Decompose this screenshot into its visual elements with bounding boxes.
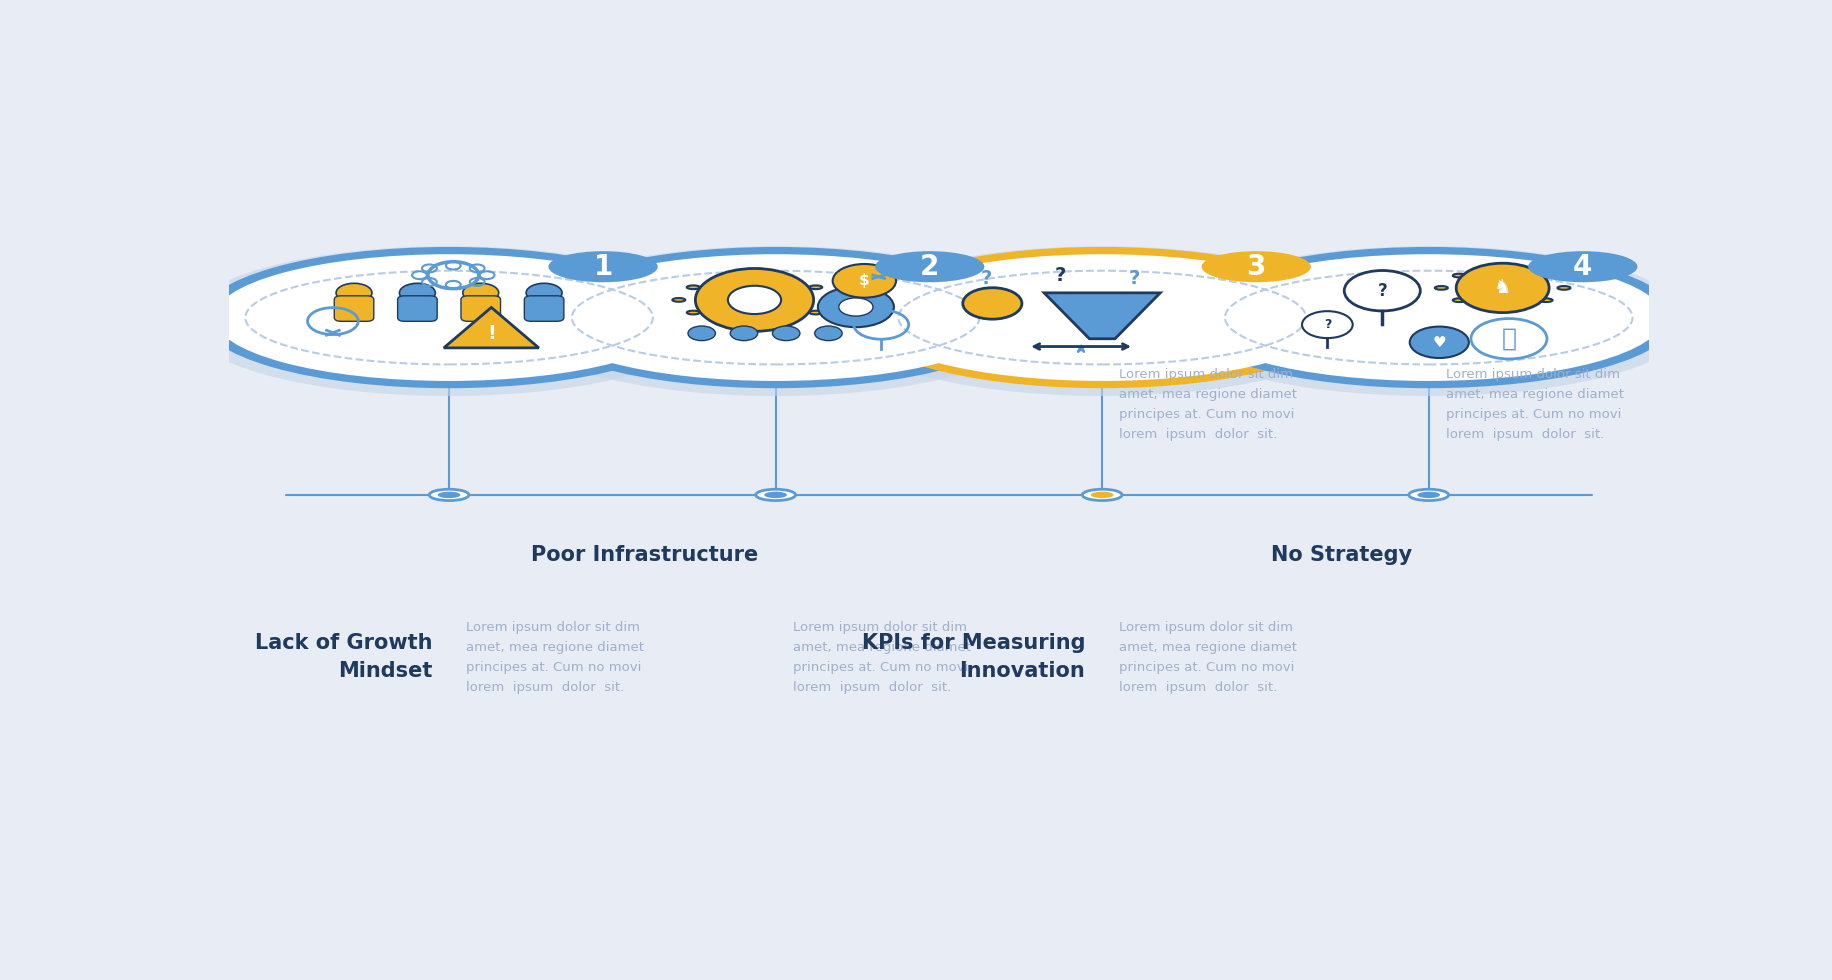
Ellipse shape <box>1539 298 1552 302</box>
Ellipse shape <box>810 285 823 289</box>
Text: ?: ? <box>1053 266 1066 284</box>
Ellipse shape <box>1090 492 1114 498</box>
Text: ?: ? <box>1129 270 1140 288</box>
Text: ?: ? <box>1378 281 1387 300</box>
Ellipse shape <box>540 254 1011 381</box>
Text: Lack of Growth
Mindset: Lack of Growth Mindset <box>255 633 432 681</box>
Ellipse shape <box>1418 492 1440 498</box>
Text: ?: ? <box>1325 318 1332 331</box>
Ellipse shape <box>854 247 1350 388</box>
Ellipse shape <box>528 247 1024 388</box>
Text: ✋: ✋ <box>1502 326 1517 351</box>
Ellipse shape <box>548 251 658 282</box>
Ellipse shape <box>214 254 683 381</box>
Text: Lorem ipsum dolor sit dim
amet, mea regione diamet
principes at. Cum no movi
lor: Lorem ipsum dolor sit dim amet, mea regi… <box>1445 368 1623 441</box>
Circle shape <box>463 283 498 303</box>
Ellipse shape <box>1539 273 1552 277</box>
Ellipse shape <box>1409 489 1449 501</box>
Circle shape <box>727 286 780 314</box>
Circle shape <box>1303 312 1352 338</box>
Text: ♥: ♥ <box>1433 335 1445 350</box>
Circle shape <box>689 326 716 341</box>
Ellipse shape <box>429 489 469 501</box>
Circle shape <box>335 283 372 303</box>
Circle shape <box>964 288 1022 319</box>
Circle shape <box>839 298 874 317</box>
Ellipse shape <box>185 246 713 396</box>
Ellipse shape <box>687 311 700 315</box>
FancyBboxPatch shape <box>524 296 564 321</box>
Circle shape <box>526 283 562 303</box>
FancyBboxPatch shape <box>398 296 438 321</box>
Circle shape <box>1409 326 1469 358</box>
Ellipse shape <box>1528 251 1638 282</box>
Text: ♞: ♞ <box>1493 278 1511 297</box>
FancyBboxPatch shape <box>333 296 374 321</box>
Ellipse shape <box>1202 251 1312 282</box>
Polygon shape <box>1044 293 1160 339</box>
Circle shape <box>1345 270 1420 311</box>
Text: 4: 4 <box>1574 253 1592 280</box>
Text: Lorem ipsum dolor sit dim
amet, mea regione diamet
principes at. Cum no movi
lor: Lorem ipsum dolor sit dim amet, mea regi… <box>793 620 971 694</box>
Ellipse shape <box>764 492 788 498</box>
Ellipse shape <box>876 251 984 282</box>
Ellipse shape <box>1165 246 1693 396</box>
Ellipse shape <box>513 246 1039 396</box>
Ellipse shape <box>867 254 1337 381</box>
Text: Lorem ipsum dolor sit dim
amet, mea regione diamet
principes at. Cum no movi
lor: Lorem ipsum dolor sit dim amet, mea regi… <box>1119 368 1297 441</box>
Ellipse shape <box>200 247 698 388</box>
Ellipse shape <box>1497 269 1510 272</box>
Ellipse shape <box>1194 254 1663 381</box>
Text: No Strategy: No Strategy <box>1271 545 1412 565</box>
Text: $: $ <box>859 273 870 288</box>
Circle shape <box>731 326 758 341</box>
Text: Lorem ipsum dolor sit dim
amet, mea regione diamet
principes at. Cum no movi
lor: Lorem ipsum dolor sit dim amet, mea regi… <box>1119 620 1297 694</box>
Text: !: ! <box>487 324 496 343</box>
Circle shape <box>696 269 813 331</box>
Ellipse shape <box>1434 286 1447 290</box>
Ellipse shape <box>687 285 700 289</box>
Circle shape <box>817 287 894 327</box>
Ellipse shape <box>1557 286 1570 290</box>
Text: 2: 2 <box>920 253 940 280</box>
Ellipse shape <box>810 311 823 315</box>
Polygon shape <box>443 308 539 348</box>
Ellipse shape <box>1453 273 1466 277</box>
FancyBboxPatch shape <box>462 296 500 321</box>
Ellipse shape <box>771 277 784 281</box>
Ellipse shape <box>725 318 738 322</box>
Text: 1: 1 <box>594 253 612 280</box>
Ellipse shape <box>725 277 738 281</box>
Text: Lorem ipsum dolor sit dim
amet, mea regione diamet
principes at. Cum no movi
lor: Lorem ipsum dolor sit dim amet, mea regi… <box>465 620 645 694</box>
Circle shape <box>773 326 801 341</box>
Text: 3: 3 <box>1246 253 1266 280</box>
Ellipse shape <box>438 492 460 498</box>
Text: ?: ? <box>980 270 991 288</box>
Ellipse shape <box>1180 247 1676 388</box>
Text: KPIs for Measuring
Innovation: KPIs for Measuring Innovation <box>861 633 1085 681</box>
Text: Poor Infrastructure: Poor Infrastructure <box>531 545 758 565</box>
Ellipse shape <box>824 298 837 302</box>
Ellipse shape <box>771 318 784 322</box>
Circle shape <box>815 326 843 341</box>
Circle shape <box>834 264 896 298</box>
Ellipse shape <box>672 298 685 302</box>
Ellipse shape <box>1083 489 1121 501</box>
Ellipse shape <box>1497 304 1510 307</box>
Ellipse shape <box>757 489 795 501</box>
Ellipse shape <box>1453 298 1466 302</box>
Circle shape <box>1456 264 1550 313</box>
Ellipse shape <box>839 246 1365 396</box>
Circle shape <box>399 283 436 303</box>
